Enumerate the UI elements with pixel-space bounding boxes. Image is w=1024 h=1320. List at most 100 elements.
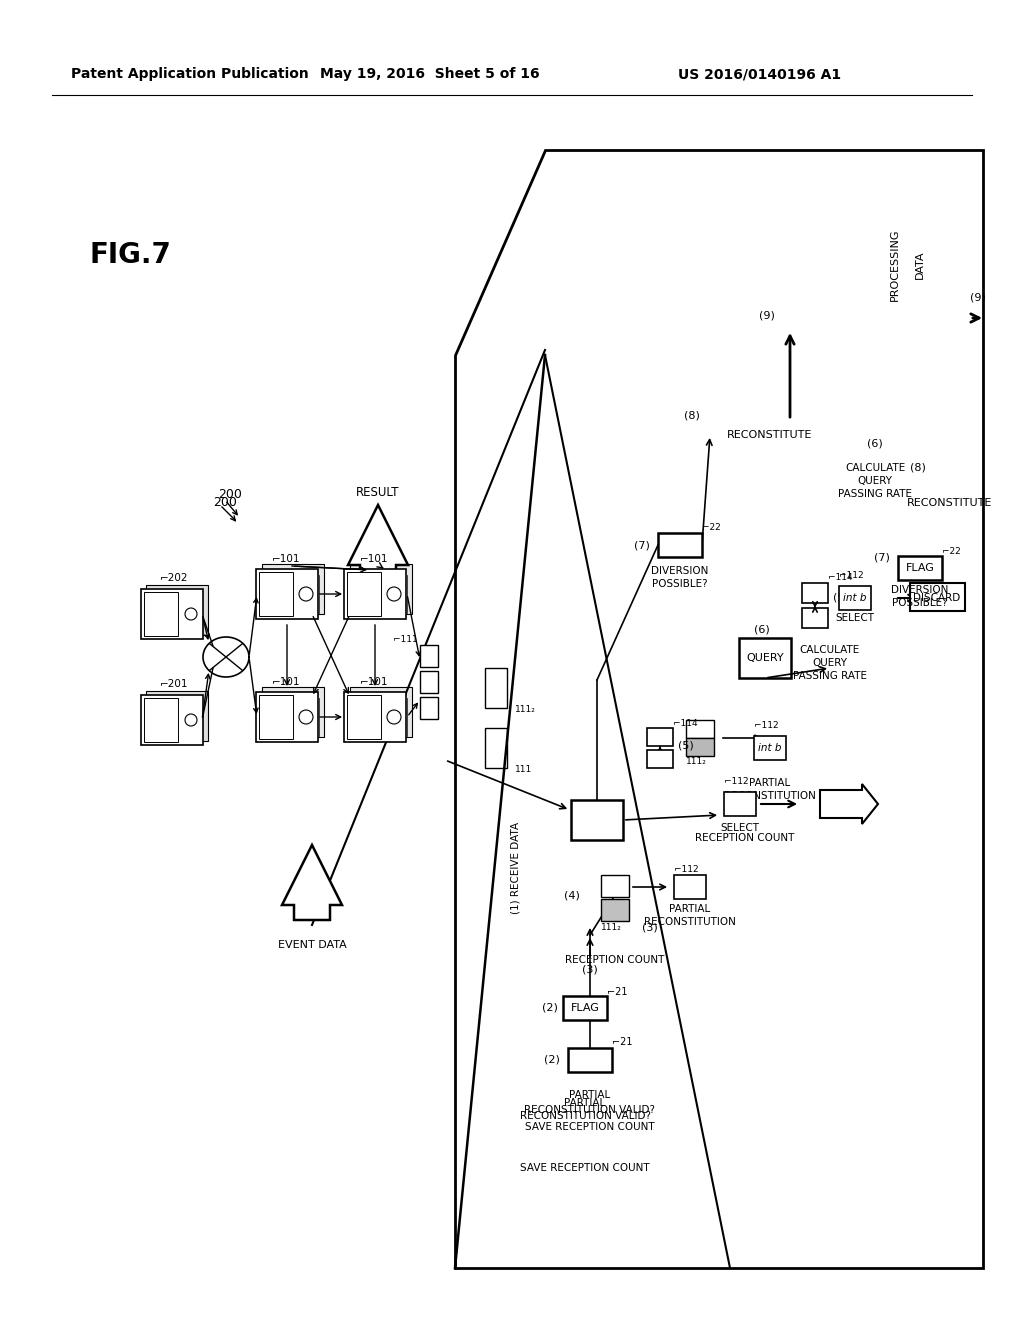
Bar xyxy=(144,698,178,742)
Bar xyxy=(350,686,412,737)
Text: RECONSTITUTION: RECONSTITUTION xyxy=(724,791,816,801)
Text: DIVERSION: DIVERSION xyxy=(651,566,709,576)
Text: (3): (3) xyxy=(582,965,598,975)
Text: PROCESSING: PROCESSING xyxy=(890,228,900,301)
Bar xyxy=(658,533,702,557)
Text: (9): (9) xyxy=(970,293,986,304)
Bar xyxy=(344,569,406,619)
Text: DATA: DATA xyxy=(915,251,925,280)
Text: ⌐21: ⌐21 xyxy=(612,1038,633,1047)
Text: SAVE RECEPTION COUNT: SAVE RECEPTION COUNT xyxy=(520,1163,650,1173)
Text: DISCARD: DISCARD xyxy=(824,799,871,809)
Text: (3): (3) xyxy=(642,923,657,933)
Polygon shape xyxy=(820,784,878,824)
Text: QUERY: QUERY xyxy=(579,814,615,825)
Bar xyxy=(563,997,607,1020)
Bar xyxy=(647,750,673,768)
Text: RECONSTITUTION VALID?: RECONSTITUTION VALID? xyxy=(519,1111,650,1121)
Text: ⌐112: ⌐112 xyxy=(839,572,863,581)
Text: PASSING RATE: PASSING RATE xyxy=(838,488,912,499)
Text: (1) RECEIVE DATA: (1) RECEIVE DATA xyxy=(510,822,520,913)
Bar xyxy=(141,696,203,744)
Text: DIVERSION: DIVERSION xyxy=(891,585,948,595)
Bar xyxy=(568,1048,612,1072)
Text: SELECT: SELECT xyxy=(721,822,760,833)
Bar xyxy=(256,569,318,619)
Bar xyxy=(259,696,293,739)
Text: (8): (8) xyxy=(684,411,700,420)
Bar xyxy=(686,738,714,756)
Text: (7): (7) xyxy=(874,553,890,564)
Bar xyxy=(420,697,438,719)
Bar xyxy=(601,875,629,898)
Bar xyxy=(256,692,318,742)
Bar xyxy=(601,899,629,921)
Text: RECONSTITUTE: RECONSTITUTE xyxy=(907,498,992,508)
Text: (5): (5) xyxy=(833,593,849,603)
Text: 111₂: 111₂ xyxy=(601,923,622,932)
Text: FLAG: FLAG xyxy=(905,564,935,573)
Bar xyxy=(420,671,438,693)
Bar xyxy=(144,591,178,636)
Text: FLAG: FLAG xyxy=(575,1055,604,1065)
Text: QUERY: QUERY xyxy=(857,477,893,486)
Bar xyxy=(262,686,324,737)
Text: ⌐21: ⌐21 xyxy=(607,987,628,997)
Bar xyxy=(262,564,324,614)
Text: CALCULATE: CALCULATE xyxy=(800,645,860,655)
Text: 200: 200 xyxy=(213,495,237,508)
Text: ⌐101: ⌐101 xyxy=(272,677,300,686)
Text: (4): (4) xyxy=(654,729,670,738)
Bar xyxy=(347,696,381,739)
Bar xyxy=(739,638,791,678)
Text: ⌐202: ⌐202 xyxy=(160,573,188,583)
Text: 111₂: 111₂ xyxy=(515,705,536,714)
Bar xyxy=(724,792,756,816)
Bar xyxy=(485,729,507,768)
Bar xyxy=(839,586,871,610)
Text: RECONSTITUTION VALID?: RECONSTITUTION VALID? xyxy=(524,1105,655,1115)
Polygon shape xyxy=(282,845,342,920)
Text: ⌐114: ⌐114 xyxy=(828,573,853,582)
Polygon shape xyxy=(348,506,408,585)
Bar xyxy=(146,585,208,635)
Text: QUERY: QUERY xyxy=(746,653,783,663)
Text: 200: 200 xyxy=(218,488,242,502)
Text: ⌐101: ⌐101 xyxy=(272,554,300,564)
Text: (2): (2) xyxy=(542,1003,558,1012)
Text: PARTIAL: PARTIAL xyxy=(750,777,791,788)
Text: ⌐101: ⌐101 xyxy=(360,554,388,564)
Text: PASSING RATE: PASSING RATE xyxy=(793,671,867,681)
Text: QUERY: QUERY xyxy=(812,657,848,668)
Bar xyxy=(802,583,828,603)
Text: POSSIBLE?: POSSIBLE? xyxy=(892,598,948,609)
Text: DISCARD: DISCARD xyxy=(913,593,961,603)
Bar xyxy=(647,729,673,746)
Text: PARTIAL: PARTIAL xyxy=(564,1098,605,1107)
Polygon shape xyxy=(455,150,983,1269)
Bar xyxy=(344,692,406,742)
Bar xyxy=(146,690,208,741)
Text: ⌐101: ⌐101 xyxy=(360,677,388,686)
Bar xyxy=(420,645,438,667)
Bar xyxy=(571,800,623,840)
Text: US 2016/0140196 A1: US 2016/0140196 A1 xyxy=(679,67,842,81)
Text: RECEPTION COUNT: RECEPTION COUNT xyxy=(695,833,795,843)
Text: (5): (5) xyxy=(678,741,693,750)
Text: ⌐22: ⌐22 xyxy=(702,523,721,532)
Text: (4): (4) xyxy=(564,890,580,900)
Text: ⌐112: ⌐112 xyxy=(754,722,778,730)
Text: FLAG: FLAG xyxy=(666,540,694,550)
Text: (2): (2) xyxy=(544,1055,560,1065)
Text: POSSIBLE?: POSSIBLE? xyxy=(652,579,708,589)
Text: (6): (6) xyxy=(755,624,770,635)
Text: May 19, 2016  Sheet 5 of 16: May 19, 2016 Sheet 5 of 16 xyxy=(321,67,540,81)
Bar xyxy=(485,668,507,708)
Bar xyxy=(910,583,965,611)
Bar xyxy=(347,572,381,616)
Text: int b: int b xyxy=(728,799,752,809)
Text: int b: int b xyxy=(843,593,866,603)
Text: SAVE RECEPTION COUNT: SAVE RECEPTION COUNT xyxy=(525,1122,654,1133)
Bar xyxy=(259,572,293,616)
Text: PARTIAL: PARTIAL xyxy=(670,904,711,913)
